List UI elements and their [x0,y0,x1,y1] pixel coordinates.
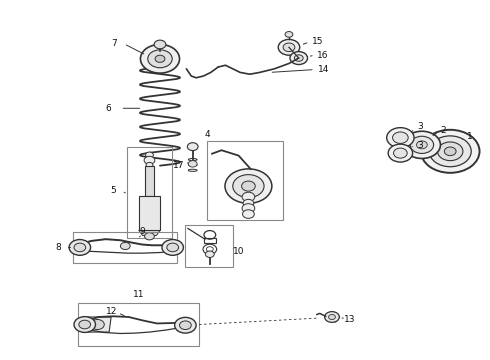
Circle shape [285,32,293,37]
Text: 1: 1 [467,132,473,141]
Circle shape [69,239,91,255]
Text: 11: 11 [133,290,144,299]
Circle shape [148,50,172,68]
Circle shape [329,315,335,319]
Circle shape [141,44,179,73]
Text: 3: 3 [417,122,423,131]
Circle shape [187,143,198,150]
Circle shape [278,40,300,55]
Bar [127,147,172,238]
Circle shape [438,142,463,161]
Ellipse shape [188,169,197,171]
Circle shape [205,251,214,257]
Circle shape [242,192,255,202]
Text: 13: 13 [344,315,356,324]
Text: 17: 17 [173,161,185,170]
Circle shape [74,243,86,252]
Circle shape [429,136,471,167]
Circle shape [416,141,427,149]
Bar [73,231,176,263]
Circle shape [74,317,96,332]
Bar [204,238,216,243]
Circle shape [145,233,154,240]
Circle shape [242,204,255,213]
Polygon shape [85,317,111,332]
Circle shape [179,321,191,329]
Text: 5: 5 [110,186,116,195]
Circle shape [188,161,197,167]
Circle shape [79,320,91,329]
Circle shape [393,148,407,158]
Circle shape [421,130,480,173]
Text: 15: 15 [312,37,323,46]
Ellipse shape [188,164,197,166]
Circle shape [233,175,264,198]
Circle shape [444,147,456,156]
Text: 16: 16 [318,51,329,60]
Polygon shape [139,230,160,235]
Circle shape [387,128,414,148]
Circle shape [167,243,178,252]
Circle shape [146,162,153,167]
Circle shape [174,318,196,333]
Circle shape [155,55,165,62]
Bar [78,303,199,346]
Text: 4: 4 [204,130,210,139]
Circle shape [243,210,254,219]
Circle shape [121,242,130,249]
Circle shape [325,312,339,322]
Text: 8: 8 [55,243,61,252]
Circle shape [388,144,413,162]
Text: 2: 2 [440,126,446,135]
Circle shape [144,156,155,164]
Text: 6: 6 [105,104,111,113]
Circle shape [243,199,254,207]
Circle shape [162,239,183,255]
Text: 12: 12 [106,307,118,316]
Text: 9: 9 [140,227,145,236]
Circle shape [242,181,255,191]
Circle shape [146,152,153,158]
Circle shape [283,43,295,51]
Text: 14: 14 [318,65,329,74]
Circle shape [392,132,408,143]
Bar [185,225,233,267]
Circle shape [91,319,104,329]
Circle shape [294,55,303,61]
Bar [145,166,154,196]
Text: 10: 10 [233,247,245,256]
Circle shape [403,131,441,158]
Text: 3: 3 [417,141,423,150]
Bar [207,141,283,220]
Text: 7: 7 [111,39,117,48]
Circle shape [154,40,166,49]
Circle shape [290,51,308,64]
Bar [139,196,160,230]
Circle shape [410,136,434,153]
Circle shape [225,169,272,203]
Ellipse shape [188,158,197,161]
